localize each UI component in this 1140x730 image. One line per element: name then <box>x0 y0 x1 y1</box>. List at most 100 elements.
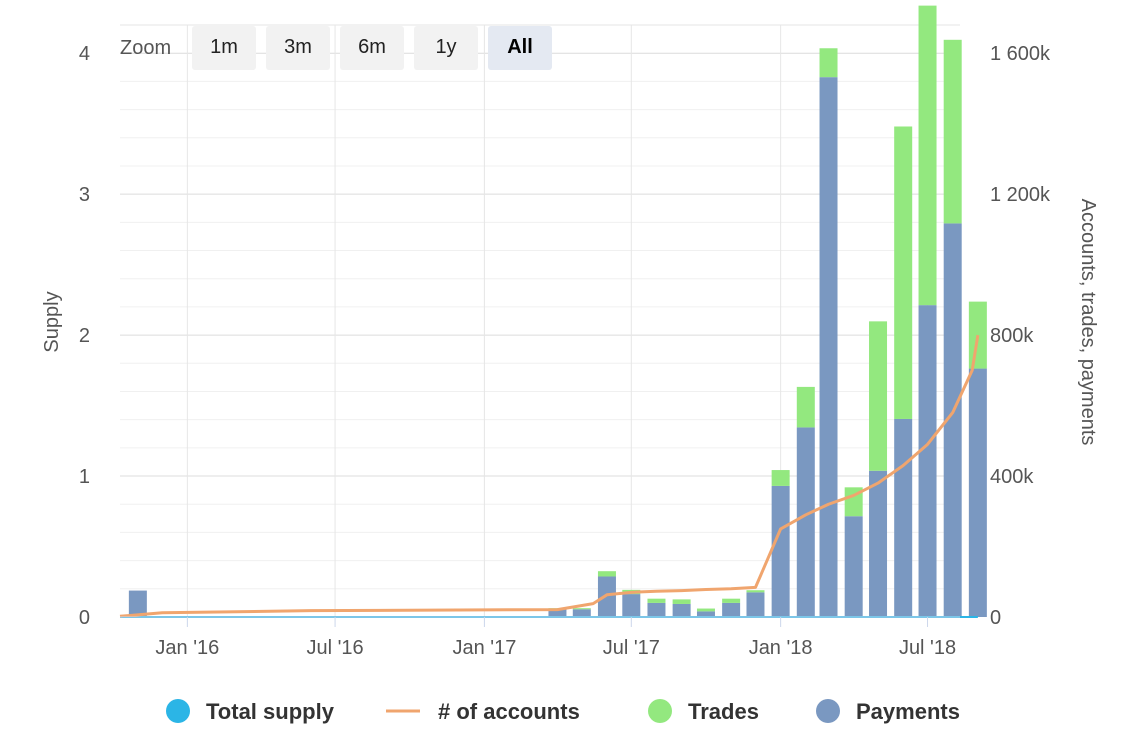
trades-bar[interactable] <box>796 386 815 428</box>
zoom-button-all[interactable]: All <box>488 26 552 70</box>
payments-bar[interactable] <box>844 516 863 617</box>
trades-bar[interactable] <box>696 608 715 612</box>
bar-stack[interactable] <box>943 39 962 617</box>
zoom-button-3m[interactable]: 3m <box>266 26 330 70</box>
zoom-button-1m[interactable]: 1m <box>192 26 256 70</box>
y-right-tick-label: 1 600k <box>990 43 1051 65</box>
trades-bar[interactable] <box>597 571 616 577</box>
bar-stack[interactable] <box>597 571 616 617</box>
zoom-button-background <box>340 26 404 70</box>
x-tick-label: Jan '17 <box>452 637 516 659</box>
payments-bar[interactable] <box>647 602 666 617</box>
legend-symbol-circle <box>816 699 840 723</box>
trades-bar[interactable] <box>572 608 591 610</box>
bar-stack[interactable] <box>722 598 741 617</box>
y-left-tick-label: 2 <box>79 325 90 347</box>
zoom-button-background <box>192 26 256 70</box>
y-axis-left-title: Supply <box>41 291 63 352</box>
payments-bar[interactable] <box>796 427 815 617</box>
bar-stack[interactable] <box>572 608 591 617</box>
accounts-line[interactable] <box>119 334 980 618</box>
bar-stack[interactable] <box>894 126 913 617</box>
y-left-tick-label: 3 <box>79 184 90 206</box>
y-right-tick-label: 800k <box>990 325 1034 347</box>
payments-bar[interactable] <box>968 368 987 617</box>
zoom-bar: Zoom 1m 3m 6m 1y All <box>120 26 552 70</box>
legend-label: Payments <box>856 699 960 724</box>
bar-stack[interactable] <box>796 386 815 617</box>
trades-bar[interactable] <box>943 39 962 224</box>
bar-stack[interactable] <box>918 5 937 617</box>
x-tick-label: Jul '17 <box>603 637 660 659</box>
legend-item-of-accounts[interactable]: # of accounts <box>386 699 580 724</box>
bar-stack[interactable] <box>128 590 147 617</box>
bar-stack[interactable] <box>819 48 838 617</box>
legend-item-payments[interactable]: Payments <box>816 699 960 724</box>
legend-label: Trades <box>688 699 759 724</box>
payments-bar[interactable] <box>622 594 641 617</box>
payments-bar[interactable] <box>771 485 790 617</box>
y-left-tick-label: 1 <box>79 466 90 488</box>
trades-bar[interactable] <box>746 590 765 593</box>
payments-bar[interactable] <box>943 223 962 617</box>
zoom-button-background <box>414 26 478 70</box>
legend-symbol-circle <box>648 699 672 723</box>
bar-stack[interactable] <box>696 608 715 617</box>
payments-bar[interactable] <box>597 576 616 617</box>
zoom-button-background <box>488 26 552 70</box>
legend-item-total-supply[interactable]: Total supply <box>166 699 335 724</box>
payments-bar[interactable] <box>722 602 741 617</box>
bar-stack[interactable] <box>869 321 888 617</box>
zoom-button-label: 1m <box>210 36 238 58</box>
zoom-button-label: 1y <box>435 36 456 58</box>
bar-stack[interactable] <box>672 599 691 617</box>
payments-bar[interactable] <box>894 418 913 617</box>
payments-bar[interactable] <box>819 77 838 617</box>
trades-bar[interactable] <box>918 5 937 306</box>
payments-bar[interactable] <box>572 609 591 617</box>
x-tick-label: Jan '18 <box>749 637 813 659</box>
zoom-button-1y[interactable]: 1y <box>414 26 478 70</box>
payments-bar[interactable] <box>696 611 715 617</box>
y-right-tick-label: 400k <box>990 466 1034 488</box>
payments-bar[interactable] <box>746 592 765 617</box>
y-right-tick-label: 0 <box>990 607 1001 629</box>
bar-stack[interactable] <box>746 590 765 617</box>
legend-label: # of accounts <box>438 699 580 724</box>
legend-label: Total supply <box>206 699 335 724</box>
payments-bar[interactable] <box>869 470 888 617</box>
trades-bar[interactable] <box>819 48 838 78</box>
payments-bar[interactable] <box>918 305 937 617</box>
x-tick-label: Jan '16 <box>155 637 219 659</box>
bar-stack[interactable] <box>771 470 790 617</box>
trades-bar[interactable] <box>894 126 913 419</box>
trades-bar[interactable] <box>869 321 888 471</box>
y-axis-right-title: Accounts, trades, payments <box>1077 199 1099 446</box>
bars-layer <box>128 5 987 617</box>
trades-bar[interactable] <box>672 599 691 604</box>
payments-bar[interactable] <box>672 603 691 617</box>
zoom-button-background <box>266 26 330 70</box>
zoom-label: Zoom <box>120 37 171 59</box>
payments-bar[interactable] <box>128 590 147 617</box>
y-left-tick-label: 4 <box>79 43 90 65</box>
bar-stack[interactable] <box>647 598 666 617</box>
zoom-button-6m[interactable]: 6m <box>340 26 404 70</box>
bar-stack[interactable] <box>968 301 987 617</box>
x-tick-label: Jul '18 <box>899 637 956 659</box>
trades-bar[interactable] <box>722 598 741 603</box>
y-left-tick-label: 0 <box>79 607 90 629</box>
bar-stack[interactable] <box>844 487 863 617</box>
trades-bar[interactable] <box>647 598 666 603</box>
trades-bar[interactable] <box>968 301 987 369</box>
y-right-tick-label: 1 200k <box>990 184 1051 206</box>
payments-bar[interactable] <box>548 609 567 617</box>
trades-bar[interactable] <box>771 470 790 486</box>
legend: Total supply # of accounts Trades Payments <box>166 699 960 724</box>
zoom-button-label: All <box>507 36 533 58</box>
legend-item-trades[interactable]: Trades <box>648 699 759 724</box>
zoom-button-label: 3m <box>284 36 312 58</box>
axes-layer: Supply Accounts, trades, payments 012340… <box>41 43 1099 659</box>
